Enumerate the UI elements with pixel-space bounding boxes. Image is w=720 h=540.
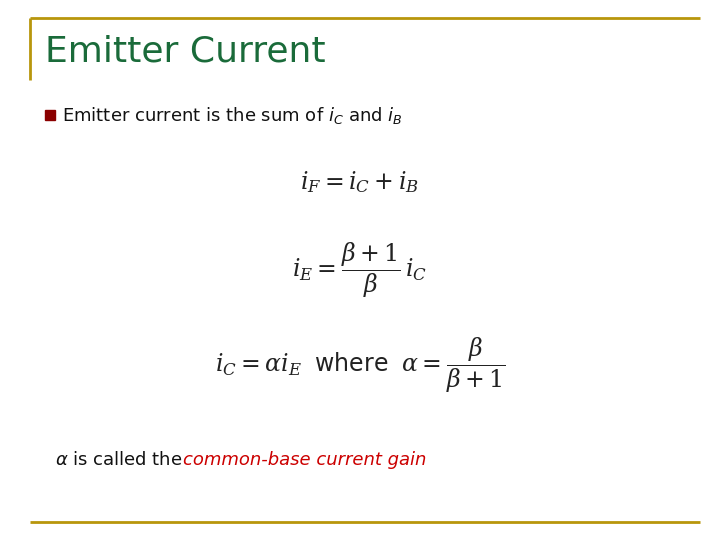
Text: Emitter Current: Emitter Current: [45, 35, 325, 69]
Bar: [45, 110, 55, 120]
Text: $i_C = \alpha i_E\;$ where $\;\alpha = \dfrac{\beta}{\beta + 1}$: $i_C = \alpha i_E\;$ where $\;\alpha = \…: [215, 335, 505, 395]
Text: common-base current gain: common-base current gain: [183, 451, 426, 469]
Text: $i_F = i_C + i_B$: $i_F = i_C + i_B$: [300, 169, 420, 195]
Text: Emitter current is the sum of $i_C$ and $i_B$: Emitter current is the sum of $i_C$ and …: [62, 105, 402, 125]
Text: $i_E = \dfrac{\beta + 1}{\beta}\,i_C$: $i_E = \dfrac{\beta + 1}{\beta}\,i_C$: [292, 240, 428, 300]
Text: $\alpha$ is called the: $\alpha$ is called the: [55, 451, 184, 469]
